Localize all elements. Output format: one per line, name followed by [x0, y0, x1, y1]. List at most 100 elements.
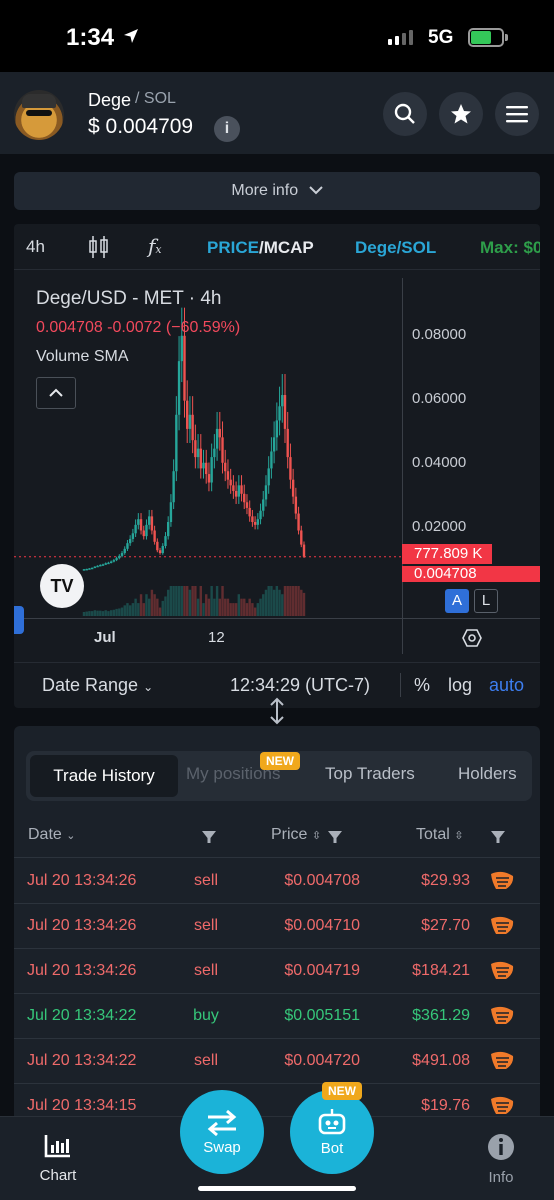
shrimp-icon[interactable]	[488, 1050, 516, 1072]
token-pair: / SOL	[135, 90, 176, 107]
volume-bar	[210, 586, 213, 616]
tab-my-positions[interactable]: My positions	[186, 764, 281, 783]
timezone-clock[interactable]: 12:34:29 (UTC-7)	[230, 675, 371, 695]
volume-bar	[172, 586, 175, 616]
info-icon[interactable]: i	[214, 116, 240, 142]
candle-body	[191, 414, 194, 441]
nav-info[interactable]: Info	[466, 1133, 536, 1186]
chart-settings-icon[interactable]	[462, 628, 482, 648]
bot-button[interactable]: Bot	[290, 1090, 374, 1174]
table-row[interactable]: Jul 20 13:34:22 buy $0.005151 $361.29	[14, 994, 540, 1039]
candle-body	[161, 546, 164, 554]
volume-bar	[164, 596, 167, 616]
price-mcap-toggle[interactable]: PRICE/MCAP	[207, 238, 314, 258]
resize-handle-icon[interactable]	[266, 697, 288, 725]
volume-bar	[286, 586, 289, 616]
candle-body	[262, 499, 265, 511]
table-row[interactable]: Jul 20 13:34:22 sell $0.004720 $491.08	[14, 1039, 540, 1084]
search-button[interactable]	[383, 92, 427, 136]
swap-button[interactable]: Swap	[180, 1090, 264, 1174]
volume-bar	[229, 603, 232, 616]
percent-toggle[interactable]: %	[414, 675, 431, 695]
volume-bar	[169, 586, 173, 616]
volume-bar	[300, 589, 303, 616]
volume-bar	[115, 608, 118, 616]
shrimp-icon[interactable]	[488, 960, 516, 982]
filter-icon[interactable]	[328, 831, 342, 843]
more-info-button[interactable]: More info	[14, 172, 540, 210]
nav-chart[interactable]: Chart	[23, 1133, 93, 1184]
tab-holders[interactable]: Holders	[458, 764, 517, 783]
trade-date: Jul 20 13:34:22	[27, 1052, 137, 1069]
candle-body	[134, 524, 137, 534]
table-row[interactable]: Jul 20 13:34:26 sell $0.004719 $184.21	[14, 949, 540, 994]
search-icon	[394, 103, 415, 124]
table-row[interactable]: Jul 20 13:34:26 sell $0.004710 $27.70	[14, 904, 540, 949]
candle-body	[169, 502, 173, 523]
log-scale-button[interactable]: L	[474, 589, 498, 613]
menu-button[interactable]	[495, 92, 539, 136]
filter-icon[interactable]	[202, 831, 216, 843]
price-label: PRICE	[207, 238, 259, 257]
pair-toggle[interactable]: Dege/SOL	[355, 238, 437, 257]
candle-body	[153, 530, 156, 542]
drawing-toolbar-toggle[interactable]	[14, 606, 24, 634]
shrimp-icon[interactable]	[488, 915, 516, 937]
volume-bar	[112, 609, 116, 616]
trade-type: sell	[193, 872, 218, 889]
filter-icon[interactable]	[491, 831, 505, 843]
log-toggle[interactable]: log	[448, 675, 473, 695]
volume-bar	[270, 586, 273, 616]
chevron-up-icon	[49, 388, 63, 397]
volume-bar	[264, 589, 268, 616]
favorite-button[interactable]	[439, 92, 483, 136]
trade-type: buy	[193, 1007, 219, 1024]
volume-bar	[126, 603, 129, 616]
candle-body	[243, 493, 246, 503]
token-avatar[interactable]	[14, 90, 64, 140]
trade-price: $0.004710	[284, 917, 360, 934]
volume-bar	[188, 589, 192, 616]
candle-body	[139, 519, 143, 531]
candle-body	[202, 462, 205, 469]
indicators-icon[interactable]: fx	[148, 234, 162, 258]
tradingview-logo: TV	[40, 564, 84, 608]
column-price[interactable]: Price ⇳	[271, 826, 321, 844]
chart-toolbar: 4h fx PRICE/MCAP Dege/SOL Max: $0	[14, 224, 540, 270]
shrimp-icon[interactable]	[488, 870, 516, 892]
collapse-legend-button[interactable]	[36, 377, 76, 409]
tab-top-traders[interactable]: Top Traders	[325, 764, 415, 783]
x-axis-line	[14, 618, 540, 619]
chevron-down-icon	[308, 186, 323, 195]
volume-bar	[215, 586, 219, 616]
auto-scale-button[interactable]: A	[445, 589, 469, 613]
battery-tip	[505, 34, 508, 41]
column-total[interactable]: Total ⇳	[416, 826, 463, 844]
auto-toggle[interactable]: auto	[489, 675, 525, 695]
date-range-dropdown[interactable]: Date Range ⌄	[42, 675, 153, 696]
volume-bar	[253, 607, 257, 616]
candle-body	[267, 468, 270, 486]
price-chart[interactable]: 4h fx PRICE/MCAP Dege/SOL Max: $0 Dege/U…	[14, 224, 540, 708]
volume-bar	[134, 598, 137, 616]
hamburger-menu-icon	[506, 106, 528, 123]
max-label: Max: $0	[480, 238, 540, 257]
column-date[interactable]: Date ⌄	[28, 826, 75, 844]
status-bar: 1:34 5G	[0, 0, 554, 72]
mcap-label: /MCAP	[258, 238, 314, 257]
tab-trade-history[interactable]: Trade History	[30, 755, 178, 797]
volume-bar	[224, 598, 227, 616]
candlestick-icon[interactable]	[88, 235, 110, 259]
trade-price: $0.004719	[284, 962, 360, 979]
column-date-label: Date	[28, 826, 62, 843]
volume-bar	[99, 610, 102, 616]
x-tick: Jul	[94, 629, 116, 646]
interval-selector[interactable]: 4h	[26, 237, 45, 256]
table-row[interactable]: Jul 20 13:34:26 sell $0.004708 $29.93	[14, 859, 540, 904]
shrimp-icon[interactable]	[488, 1005, 516, 1027]
volume-bar	[104, 610, 107, 616]
nav-chart-label: Chart	[39, 1167, 77, 1184]
candle-body	[232, 485, 235, 491]
date-range-label: Date Range	[42, 675, 139, 695]
shrimp-icon[interactable]	[488, 1095, 516, 1117]
